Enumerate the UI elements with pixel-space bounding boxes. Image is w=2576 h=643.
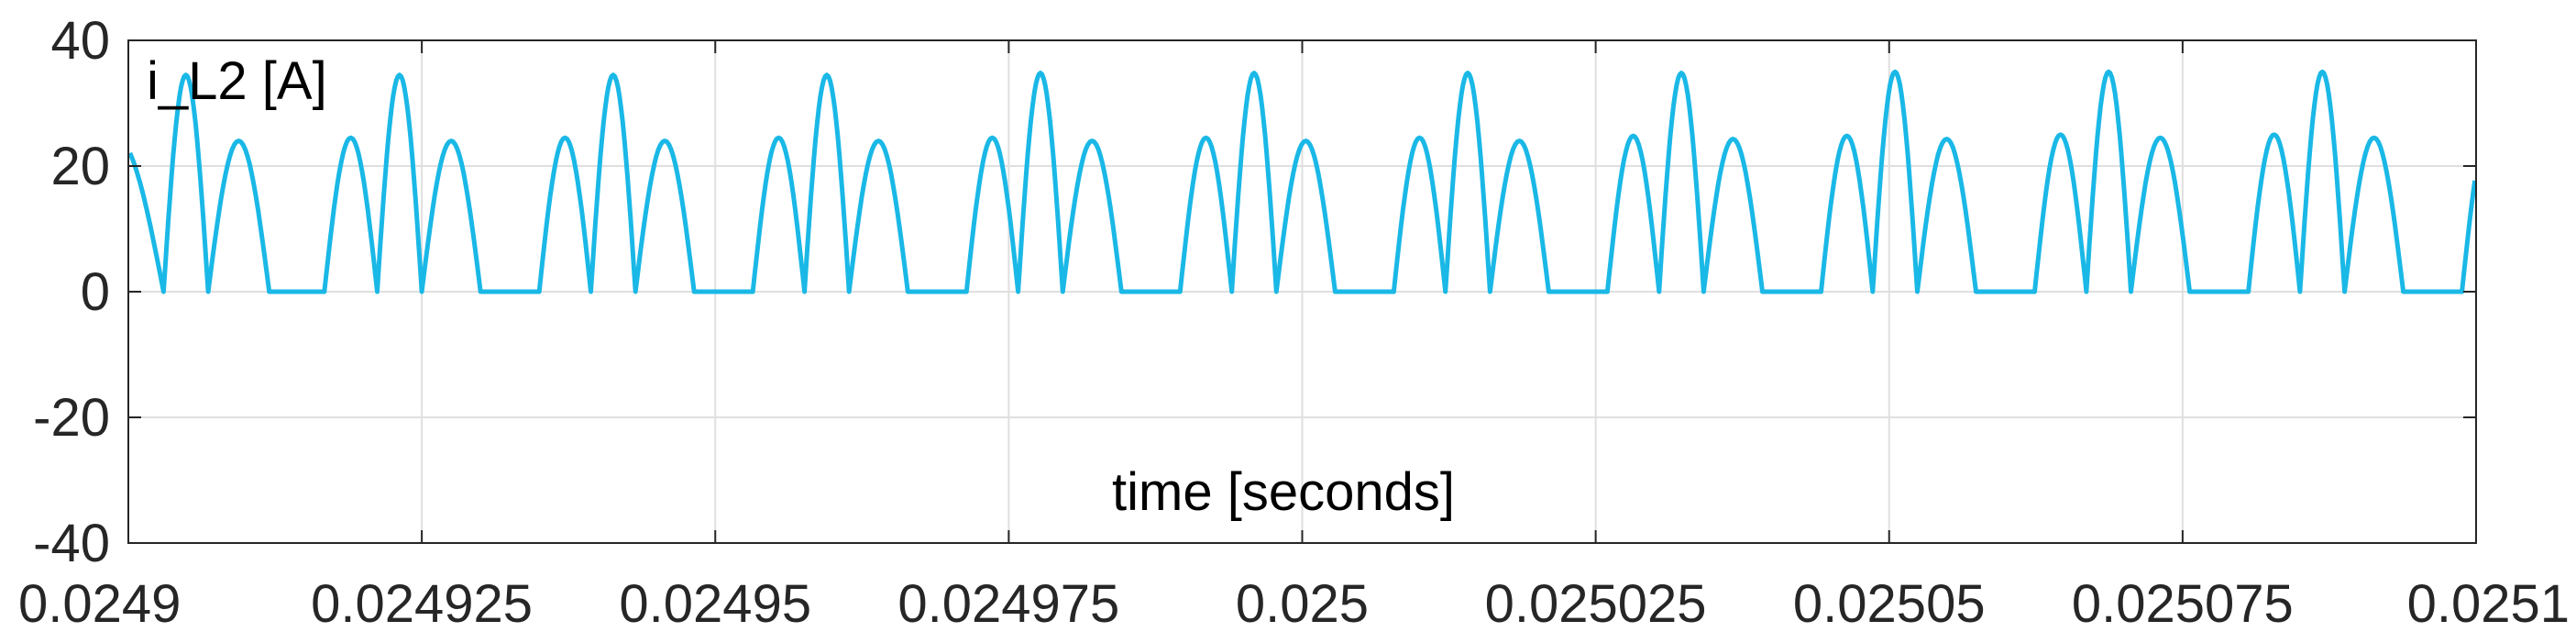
y-tick-label: 0: [81, 262, 110, 322]
x-tick-label: 0.0249: [18, 574, 181, 634]
x-tick-label: 0.025025: [1485, 574, 1707, 634]
x-tick-label: 0.024975: [897, 574, 1119, 634]
x-tick-label: 0.024925: [311, 574, 533, 634]
series-line-i-l2: [128, 69, 2476, 294]
y-tick-label: 20: [50, 137, 110, 196]
y-tick-label: 40: [50, 11, 110, 71]
y-tick-label: -40: [33, 514, 110, 573]
series-layer: [128, 69, 2476, 294]
x-axis-label: time [seconds]: [1112, 462, 1455, 522]
series-annotation: i_L2 [A]: [147, 51, 327, 111]
x-tick-label: 0.02505: [1793, 574, 1986, 634]
ticks: 0.0249 0.024925 0.02495 0.024975 0.025 0.0250…: [18, 11, 2570, 634]
y-tick-label: -20: [33, 388, 110, 448]
x-tick-label: 0.0251: [2407, 574, 2570, 634]
x-tick-label: 0.025075: [2072, 574, 2294, 634]
x-tick-label: 0.02495: [619, 574, 811, 634]
x-tick-label: 0.025: [1236, 574, 1369, 634]
